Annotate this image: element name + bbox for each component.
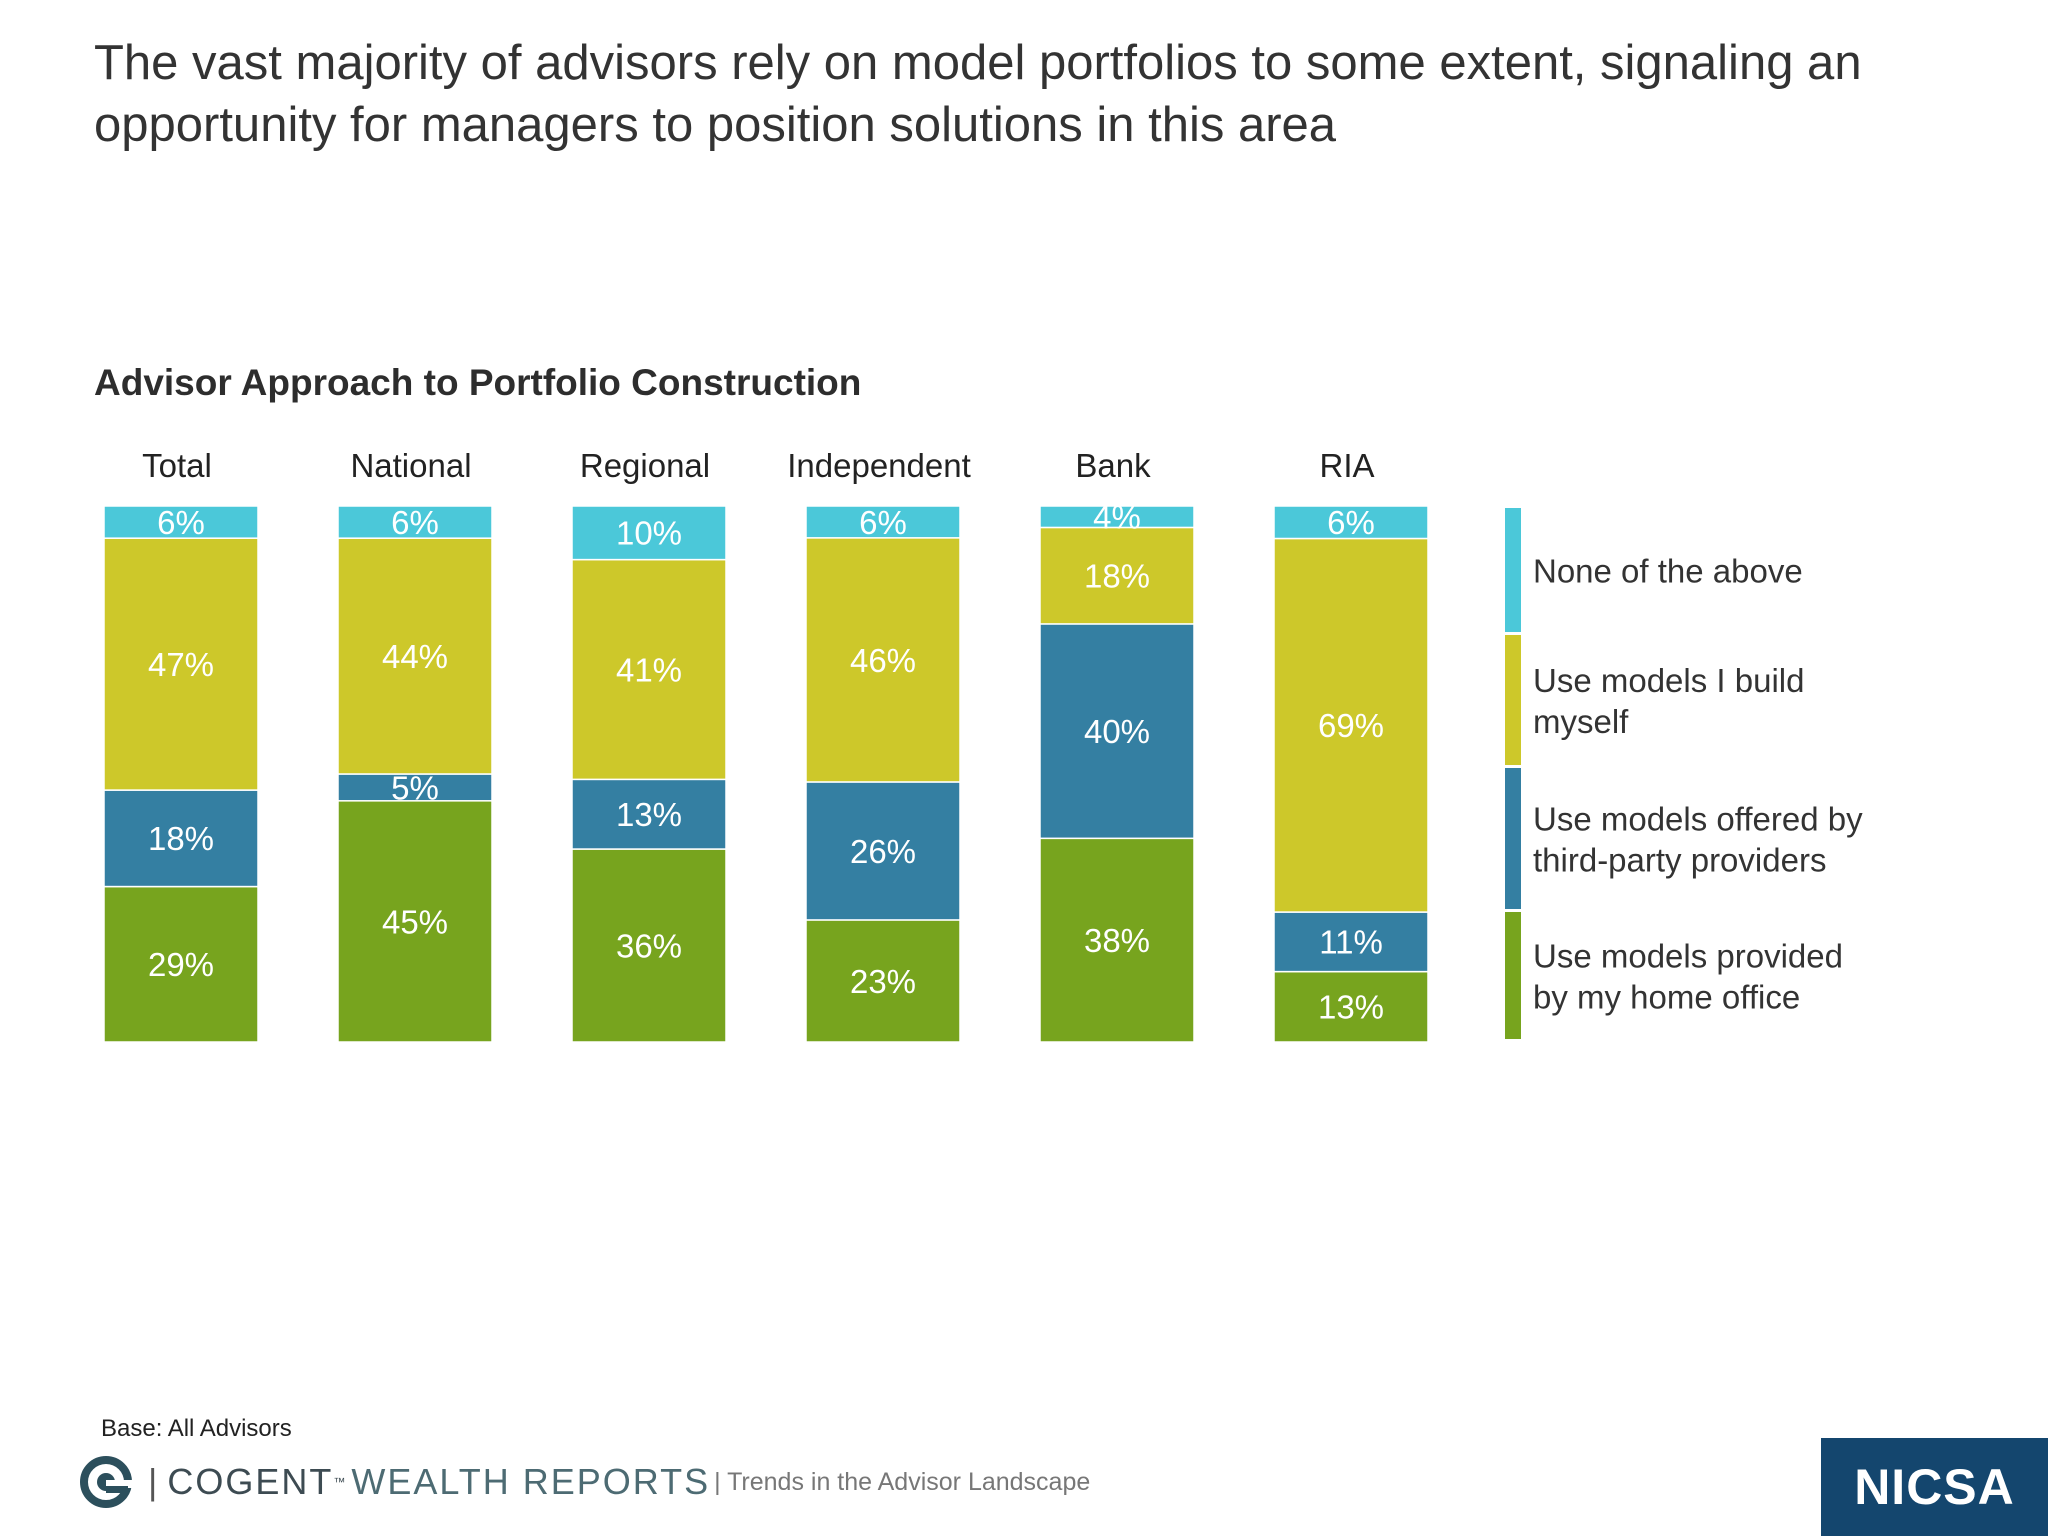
bar-bank-use-models-i-build-myself — [1039, 526, 1195, 625]
data-label-regional-use-models-offered-by-third-party-providers: 13% — [616, 796, 682, 833]
bar-bank-use-models-offered-by-third-party-providers — [1039, 623, 1195, 840]
data-label-independent-use-models-offered-by-third-party-providers: 26% — [850, 833, 916, 870]
bar-national-use-models-offered-by-third-party-providers — [337, 773, 493, 802]
data-label-regional-none-of-the-above: 10% — [616, 515, 682, 552]
legend-label-use-models-provided-by-my-home-office-line-2: by my home office — [1533, 979, 1800, 1016]
data-label-bank-use-models-i-build-myself: 18% — [1084, 558, 1150, 595]
legend-label-use-models-offered-by-third-party-providers-line-1: Use models offered by — [1533, 801, 1863, 838]
legend-swatch-use-models-offered-by-third-party-providers — [1505, 768, 1521, 909]
data-label-national-use-models-i-build-myself: 44% — [382, 638, 448, 675]
chart-title: Advisor Approach to Portfolio Constructi… — [94, 362, 862, 403]
data-label-national-use-models-provided-by-my-home-office: 45% — [382, 903, 448, 940]
bar-regional-none-of-the-above — [571, 505, 727, 561]
legend-swatch-use-models-i-build-myself — [1505, 635, 1521, 765]
brand-name: COGENT — [167, 1461, 334, 1502]
data-label-ria-use-models-provided-by-my-home-office: 13% — [1318, 989, 1384, 1026]
page-headline: The vast majority of advisors rely on mo… — [94, 36, 1862, 152]
legend-label-use-models-provided-by-my-home-office-line-1: Use models provided — [1533, 938, 1843, 975]
data-label-bank-use-models-offered-by-third-party-providers: 40% — [1084, 713, 1150, 750]
bar-regional-use-models-provided-by-my-home-office — [571, 848, 727, 1043]
bar-ria-use-models-provided-by-my-home-office — [1273, 970, 1429, 1043]
data-label-bank-use-models-provided-by-my-home-office: 38% — [1084, 922, 1150, 959]
bar-bank-use-models-provided-by-my-home-office — [1039, 837, 1195, 1043]
data-label-national-none-of-the-above: 6% — [391, 504, 439, 541]
bar-national-use-models-provided-by-my-home-office — [337, 800, 493, 1043]
legend-label-use-models-offered-by-third-party-providers-line-2: third-party providers — [1533, 842, 1826, 879]
footer-brand: | COGENT ™ WEALTH REPORTS | Trends in th… — [80, 1456, 1090, 1508]
bar-ria-none-of-the-above — [1273, 505, 1429, 540]
bar-total-use-models-provided-by-my-home-office — [103, 885, 259, 1043]
data-label-national-use-models-offered-by-third-party-providers: 5% — [391, 769, 439, 806]
data-label-ria-none-of-the-above: 6% — [1327, 504, 1375, 541]
cogent-swirl-icon — [80, 1456, 134, 1508]
data-label-total-use-models-offered-by-third-party-providers: 18% — [148, 820, 214, 857]
bar-independent-use-models-i-build-myself — [805, 537, 961, 783]
nicsa-logo-text: NICSA — [1854, 1459, 2015, 1515]
brand-subtitle: WEALTH REPORTS — [351, 1461, 711, 1502]
stacked-bar-chart: Total 29% 18% 47% 6% National 45% 5% 44% 6% Region… — [103, 447, 1863, 1043]
category-label-ria: RIA — [1319, 447, 1374, 484]
bar-bank-none-of-the-above — [1039, 505, 1195, 529]
category-label-independent: Independent — [787, 447, 971, 484]
base-note: Base: All Advisors — [101, 1415, 292, 1442]
data-label-regional-use-models-i-build-myself: 41% — [616, 651, 682, 688]
bar-ria-use-models-i-build-myself — [1273, 537, 1429, 913]
category-label-national: National — [350, 447, 471, 484]
brand-separator: | — [148, 1461, 158, 1502]
bar-independent-use-models-provided-by-my-home-office — [805, 919, 961, 1043]
bar-independent-none-of-the-above — [805, 505, 961, 539]
bar-national-use-models-i-build-myself — [337, 537, 493, 775]
bar-national-none-of-the-above — [337, 505, 493, 539]
data-label-total-none-of-the-above: 6% — [157, 504, 205, 541]
legend-label-use-models-i-build-myself-line-2: myself — [1533, 703, 1629, 740]
category-label-bank: Bank — [1075, 447, 1151, 484]
data-label-independent-use-models-i-build-myself: 46% — [850, 642, 916, 679]
data-label-independent-none-of-the-above: 6% — [859, 504, 907, 541]
data-label-total-use-models-provided-by-my-home-office: 29% — [148, 946, 214, 983]
bar-total-none-of-the-above — [103, 505, 259, 539]
category-label-regional: Regional — [580, 447, 710, 484]
nicsa-logo: NICSA — [1821, 1438, 2048, 1536]
data-label-ria-use-models-offered-by-third-party-providers: 11% — [1319, 924, 1383, 961]
legend-label-none-of-the-above-line-1: None of the above — [1533, 553, 1803, 590]
legend-swatch-use-models-provided-by-my-home-office — [1505, 912, 1521, 1039]
data-label-bank-none-of-the-above: 4% — [1093, 499, 1141, 536]
bar-total-use-models-offered-by-third-party-providers — [103, 789, 259, 888]
brand-trademark: ™ — [333, 1475, 346, 1489]
data-label-total-use-models-i-build-myself: 47% — [148, 646, 214, 683]
footer-tagline: | Trends in the Advisor Landscape — [714, 1467, 1091, 1496]
data-label-ria-use-models-i-build-myself: 69% — [1318, 707, 1384, 744]
legend-label-use-models-i-build-myself-line-1: Use models I build — [1533, 662, 1804, 699]
data-label-regional-use-models-provided-by-my-home-office: 36% — [616, 927, 682, 964]
bar-regional-use-models-offered-by-third-party-providers — [571, 778, 727, 850]
category-label-total: Total — [142, 447, 212, 484]
data-label-independent-use-models-provided-by-my-home-office: 23% — [850, 963, 916, 1000]
bar-regional-use-models-i-build-myself — [571, 558, 727, 781]
legend-swatch-none-of-the-above — [1505, 508, 1521, 632]
